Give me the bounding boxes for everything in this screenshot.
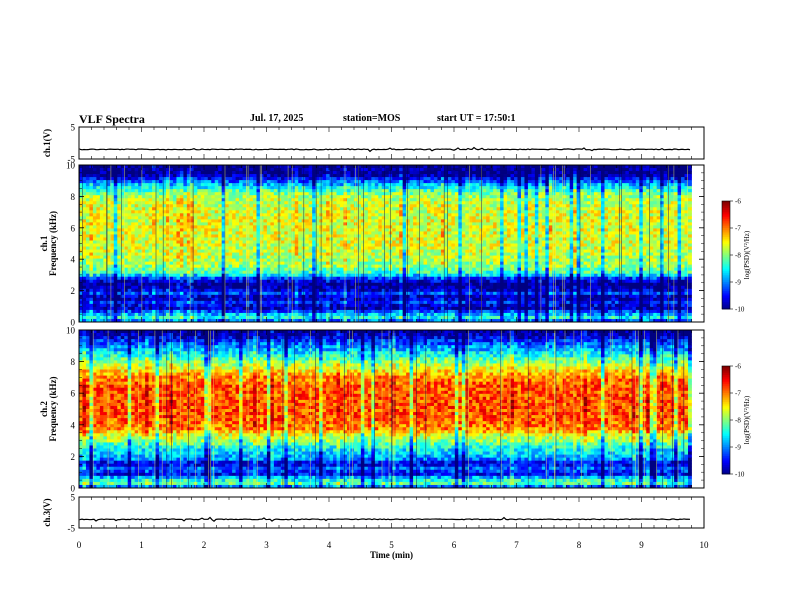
ch1-spectrogram-ytick-label: 8: [71, 192, 76, 202]
xtick-label: 3: [264, 540, 269, 550]
ch1-waveform-ytick-label: 5: [71, 123, 76, 133]
ch1-spectrogram-ytick-label: 2: [71, 286, 76, 296]
x-axis-label: Time (min): [370, 550, 413, 560]
ch1-spectrogram-cells: [79, 165, 692, 322]
ch2-spectrogram-colorbar-tick: -6: [735, 363, 741, 371]
ch1-spectrogram-ytick-label: 10: [66, 161, 76, 171]
station-label: station=MOS: [343, 113, 400, 124]
ch3-waveform-trace: [80, 517, 690, 521]
xtick-label: 8: [577, 540, 582, 550]
ch2-spectrogram-ytick-label: 8: [71, 357, 76, 367]
ch2-spectrogram-colorbar-tick: -8: [735, 417, 741, 425]
ch2-spectrogram-ytick-label: 10: [66, 326, 76, 336]
ch1-spectrogram-colorbar-tick: -10: [735, 306, 745, 314]
xtick-label: 2: [202, 540, 207, 550]
ch1-waveform-ylabel: ch.1(V): [42, 129, 52, 157]
ch2-spectrogram-colorbar-tick: -9: [735, 444, 741, 452]
date-label: Jul. 17, 2025: [250, 113, 303, 124]
ch1-waveform-trace: [80, 148, 690, 152]
ch2-spectrogram-ytick-label: 2: [71, 452, 76, 462]
ch1-spectrogram-colorbar-tick: -6: [735, 198, 741, 206]
ch2-spectrogram-ylabel: Frequency (kHz): [48, 376, 58, 441]
ch2-spectrogram-ytick-label: 4: [71, 420, 76, 430]
ch1-spectrogram-colorbar-tick: -8: [735, 252, 741, 260]
colorbars: -6 -7 -8 -9 -10 log(PSD)(V²/Hz) -6 -7 -8 -9 -10 log…: [722, 198, 751, 479]
ch2-spectrogram-colorbar-tick: -10: [735, 471, 745, 479]
ch1-spectrogram-ylabel: Frequency (kHz): [48, 211, 58, 276]
xtick-label: 7: [514, 540, 519, 550]
xtick-label: 6: [452, 540, 457, 550]
ch2-spectrogram-colorbar-tick: -7: [735, 390, 741, 398]
ch1-spectrogram-ytick-label: 4: [71, 255, 76, 265]
ch1-spectrogram-colorbar-tick: -9: [735, 279, 741, 287]
xtick-label: 0: [77, 540, 82, 550]
xtick-label: 5: [389, 540, 394, 550]
xtick-label: 1: [139, 540, 144, 550]
figure-title: VLF Spectra: [79, 112, 145, 127]
ch1-spectrogram-ytick-label: 6: [71, 223, 76, 233]
xtick-label: 10: [700, 540, 710, 550]
xtick-label: 9: [639, 540, 644, 550]
ch1-spectrogram-colorbar: -6 -7 -8 -9 -10 log(PSD)(V²/Hz): [722, 198, 751, 314]
vlf-spectra-figure: 5-5ch.1(V)0246810ch.1 Frequency (kHz)0246…: [0, 0, 792, 612]
ch3-waveform-ytick-label: -5: [68, 524, 76, 534]
ch2-spectrogram-colorbar-label: log(PSD)(V²/Hz): [743, 395, 751, 444]
ch3-waveform-ylabel: ch.3(V): [42, 498, 52, 526]
ch2-spectrogram-cells: [79, 330, 692, 488]
spectrogram-layer: [79, 165, 692, 488]
ch1-spectrogram-colorbar-label: log(PSD)(V²/Hz): [743, 230, 751, 279]
xtick-label: 4: [327, 540, 332, 550]
start-time-label: start UT = 17:50:1: [437, 113, 516, 124]
ch2-spectrogram-ytick-label: 6: [71, 389, 76, 399]
ch2-spectrogram-colorbar: -6 -7 -8 -9 -10 log(PSD)(V²/Hz): [722, 363, 751, 479]
ch1-spectrogram-colorbar-tick: -7: [735, 225, 741, 233]
ch3-waveform-ytick-label: 5: [71, 493, 76, 503]
